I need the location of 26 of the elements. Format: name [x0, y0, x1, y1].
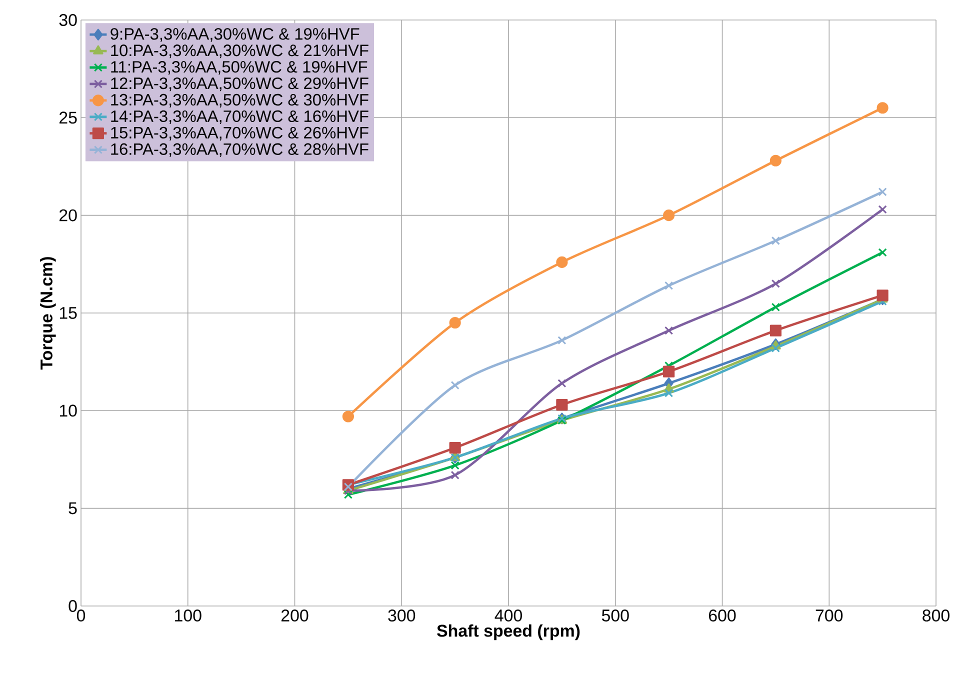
- y-tick-label: 5: [68, 502, 77, 514]
- x-tick-label: 300: [388, 610, 416, 622]
- x-tick-label: 400: [494, 610, 522, 622]
- y-axis-title: Torque (N.cm): [40, 257, 56, 370]
- y-tick-label: 20: [60, 209, 77, 222]
- x-tick-label: 600: [708, 610, 736, 622]
- legend-label: 14:PA-3,3%AA,70%WC & 16%HVF: [111, 110, 368, 124]
- x-tick-label: 100: [175, 610, 202, 622]
- legend-label: 12:PA-3,3%AA,50%WC & 29%HVF: [111, 77, 368, 92]
- x-tick-label: 500: [602, 610, 629, 622]
- legend-label: 10:PA-3,3%AA,30%WC & 21%HVF: [111, 44, 368, 58]
- x-axis-title: Shaft speed (rpm): [437, 624, 580, 640]
- y-tick-label: 0: [68, 600, 77, 612]
- x-tick-label: 200: [281, 610, 308, 622]
- x-tick-label: 800: [922, 610, 950, 622]
- legend-label: 13:PA-3,3%AA,50%WC & 30%HVF: [111, 94, 368, 108]
- legend-label: 11:PA-3,3%AA,50%WC & 19%HVF: [111, 61, 368, 75]
- y-tick-label: 25: [60, 112, 77, 124]
- legend-label: 9:PA-3,3%AA,30%WC & 19%HVF: [110, 28, 360, 42]
- x-tick-label: 700: [816, 610, 843, 622]
- y-tick-label: 30: [59, 14, 77, 26]
- x-tick-label: 0: [76, 610, 86, 622]
- legend-label: 16:PA-3,3%AA,70%WC & 28%HVF: [111, 143, 368, 157]
- y-tick-label: 10: [60, 404, 77, 417]
- y-tick-label: 15: [60, 307, 77, 319]
- legend-label: 15:PA-3,3%AA,70%WC & 26%HVF: [111, 126, 368, 140]
